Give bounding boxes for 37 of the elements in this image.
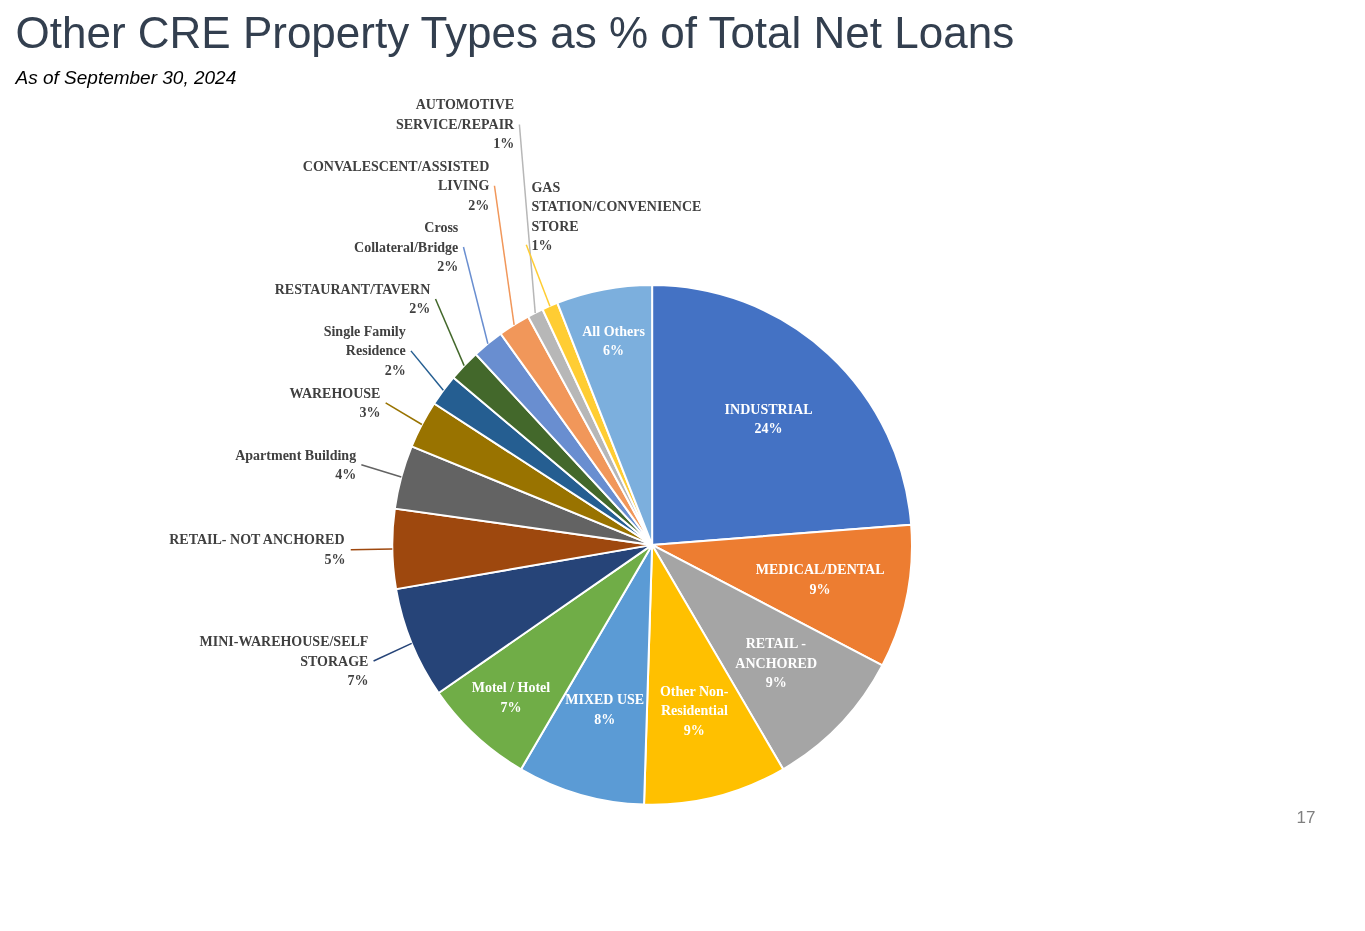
data-label: 9% [683, 722, 705, 738]
text: 17 [1296, 807, 1316, 827]
data-label: 4% [335, 467, 357, 483]
slice-label: MINI-WAREHOUSE/SELF STORAGE [199, 634, 369, 669]
chart-title: Other CRE Property Types as % of Total Net Loans [15, 7, 1015, 57]
slice-label: MIXED USE [565, 692, 645, 708]
data-label: 6% [603, 343, 625, 359]
slice-label: AUTOMOTIVE SERVICE/REPAIR [395, 97, 516, 132]
data-label: 2% [384, 362, 406, 378]
data-label: 7% [500, 699, 522, 715]
slice-label: RETAIL - ANCHORED [735, 636, 818, 671]
data-label: 3% [359, 405, 381, 421]
slice-label: CONVALESCENT/ASSISTED LIVING [302, 158, 490, 194]
data-label: 8% [594, 711, 616, 727]
slice-label: MEDICAL/DENTAL [755, 562, 885, 578]
slice-label: INDUSTRIAL [724, 401, 813, 417]
slice-label: Motel / Hotel [471, 680, 551, 696]
chart-subtitle: As of September 30, 2024 [14, 66, 237, 88]
slice-label: WAREHOUSE [289, 385, 381, 401]
slice-label: RETAIL- NOT ANCHORED [169, 532, 345, 548]
data-label: 5% [324, 551, 346, 567]
data-label: 1% [531, 238, 553, 254]
slice-label: Cross Collateral/Bridge [354, 220, 459, 255]
slice-label: All Others [582, 323, 646, 339]
data-label: 9% [765, 675, 787, 691]
slice-label: GAS STATION/CONVENIENCE STORE [531, 179, 702, 234]
data-label: 2% [468, 197, 490, 213]
data-label: 7% [347, 673, 369, 689]
data-label: 24% [754, 421, 783, 437]
slice-label: Apartment Building [235, 447, 357, 463]
data-label: 2% [409, 301, 431, 317]
data-label: 9% [809, 581, 831, 597]
data-label: 1% [493, 136, 515, 152]
slice-label: RESTAURANT/TAVERN [274, 281, 431, 297]
data-label: 2% [437, 259, 459, 275]
slice-label: Single Family Residence [323, 323, 406, 359]
slice-label: Other Non-Residential [659, 683, 729, 719]
